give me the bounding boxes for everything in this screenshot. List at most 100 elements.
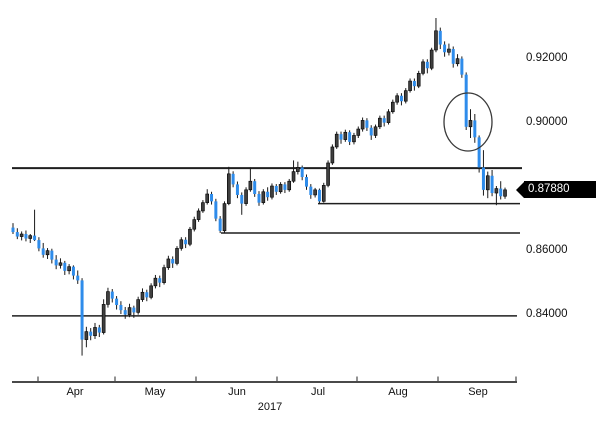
candle-down — [317, 189, 321, 202]
candle-up — [93, 327, 97, 337]
candle-up — [175, 248, 179, 264]
candle-up — [162, 267, 166, 283]
candle-up — [179, 239, 184, 249]
candle-up — [360, 120, 365, 130]
candle-down — [451, 49, 455, 64]
candle-up — [287, 180, 292, 191]
candle-down — [253, 181, 257, 194]
candle-down — [145, 292, 149, 298]
candle-up — [386, 111, 391, 123]
candle-up — [261, 191, 266, 203]
candle-up — [192, 219, 197, 230]
candle-up — [378, 117, 382, 128]
candle-down — [11, 227, 15, 233]
candle-down — [235, 184, 239, 195]
highlight-ellipse — [443, 92, 493, 152]
candle-up — [244, 189, 248, 204]
candle-up — [468, 120, 473, 128]
candle-down — [24, 234, 28, 239]
candle-up — [188, 228, 192, 245]
candle-up — [58, 262, 63, 266]
candle-up — [270, 185, 274, 198]
candle-down — [210, 194, 214, 202]
candle-up — [227, 173, 231, 204]
candle-up — [334, 133, 339, 148]
candle-up — [408, 80, 412, 91]
candle-up — [296, 167, 300, 172]
month-label-may: May — [144, 386, 166, 398]
price-axis-label: 0.92000 — [526, 51, 568, 64]
candle-down — [15, 232, 19, 237]
candle-up — [343, 131, 348, 140]
candle-down — [473, 120, 477, 138]
candle-up — [67, 266, 71, 272]
candle-up — [373, 126, 378, 136]
candle-down — [274, 186, 278, 192]
candle-up — [395, 95, 399, 103]
price-axis-label: 0.84000 — [526, 307, 568, 320]
candle-down — [460, 58, 464, 75]
candle-down — [33, 235, 37, 241]
candle-up — [421, 61, 425, 74]
candle-down — [171, 258, 175, 264]
candle-up — [321, 185, 326, 202]
candle-up — [136, 299, 140, 313]
candle-up — [434, 30, 438, 51]
candle-up — [205, 193, 210, 203]
candle-down — [184, 239, 188, 245]
candle-down — [481, 167, 485, 190]
candle-down — [54, 259, 58, 266]
candle-up — [330, 146, 335, 164]
candle-up — [503, 189, 507, 197]
candle-down — [443, 44, 447, 53]
candle-down — [490, 175, 494, 194]
candle-up — [19, 233, 24, 237]
candle-down — [240, 194, 244, 204]
candle-down — [257, 194, 261, 203]
candle-down — [89, 331, 93, 336]
candle-down — [499, 188, 503, 197]
candle-down — [110, 291, 114, 299]
candle-down — [477, 137, 481, 168]
candle-down — [412, 81, 416, 87]
candle-up — [149, 285, 153, 298]
candle-down — [97, 327, 101, 333]
candle-down — [119, 305, 123, 311]
candle-up — [455, 58, 460, 65]
candle-down — [300, 167, 304, 178]
price-axis-label: 0.90000 — [526, 115, 568, 128]
candle-up — [291, 171, 296, 182]
candle-up — [166, 258, 171, 268]
candle-up — [84, 331, 89, 340]
candle-up — [278, 184, 283, 193]
candle-up — [352, 135, 356, 143]
candle-up — [403, 90, 408, 102]
candle-up — [248, 180, 253, 191]
candle-down — [231, 173, 235, 185]
candle-up — [28, 235, 33, 239]
candle-up — [326, 162, 330, 186]
candles-group — [11, 18, 507, 356]
candle-down — [304, 177, 308, 187]
candle-down — [132, 307, 136, 313]
candle-down — [309, 186, 313, 195]
candle-up — [313, 189, 317, 196]
candle-down — [348, 132, 352, 142]
month-label-jul: Jul — [310, 386, 326, 398]
month-label-aug: Aug — [388, 386, 408, 398]
month-label-jun: Jun — [228, 386, 246, 398]
candle-down — [369, 127, 373, 136]
candle-down — [399, 95, 403, 102]
candle-down — [214, 201, 218, 219]
candle-up — [127, 307, 132, 315]
candle-down — [464, 74, 468, 127]
candle-up — [485, 175, 490, 191]
candle-up — [416, 73, 421, 87]
candle-down — [339, 134, 343, 140]
last-price-badge: 0.87880 — [516, 181, 596, 199]
candle-down — [71, 266, 75, 276]
candle-up — [222, 203, 227, 232]
month-label-apr: Apr — [66, 386, 84, 398]
